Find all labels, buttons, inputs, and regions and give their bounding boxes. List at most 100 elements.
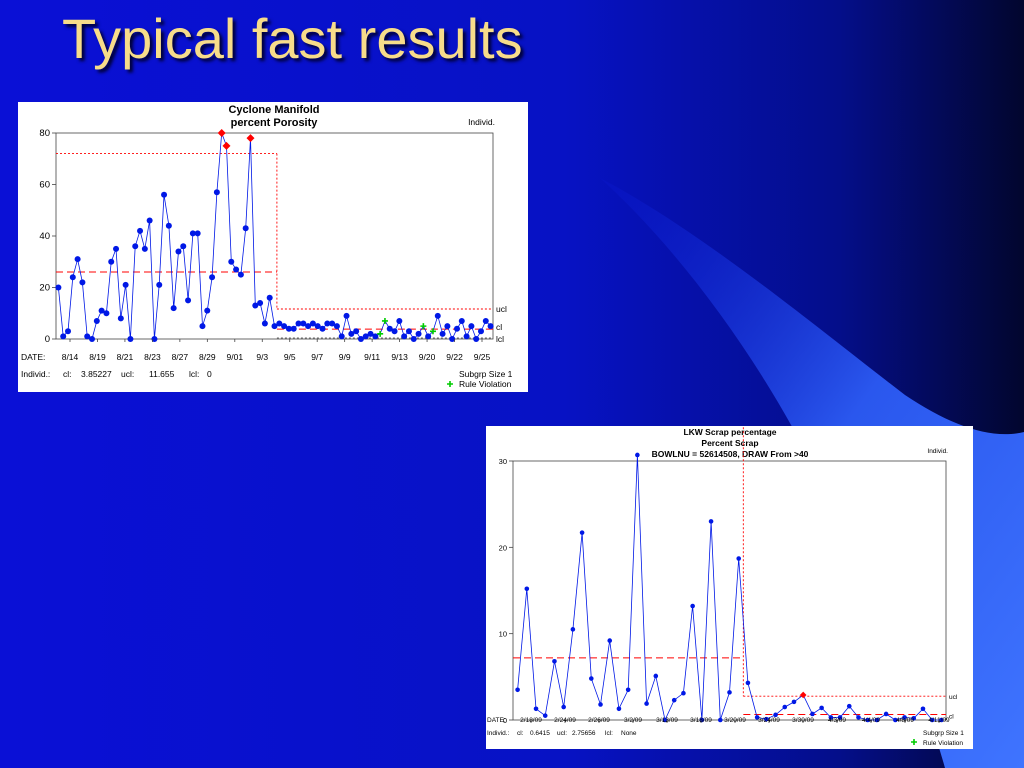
data-point: [487, 323, 494, 330]
x-tick-label: 9/22: [446, 352, 463, 362]
x-tick-label: 8/14: [62, 352, 79, 362]
data-point: [65, 328, 72, 335]
data-point: [542, 713, 548, 718]
data-point: [856, 715, 861, 720]
data-point: [194, 230, 201, 237]
data-point: [55, 284, 62, 291]
data-point: [425, 333, 432, 340]
data-point: [60, 333, 67, 340]
chart-subtitle: percent Porosity: [231, 117, 319, 129]
data-point: [773, 712, 778, 718]
data-point: [911, 715, 917, 721]
x-tick-label: 9/13: [391, 352, 408, 362]
data-point: [233, 266, 240, 273]
y-tick-label: 40: [39, 231, 50, 242]
data-point: [161, 191, 168, 198]
data-point: [410, 336, 417, 342]
scrap-control-chart: LKW Scrap percentage Percent Scrap BOWLNU …: [486, 426, 973, 749]
data-point: [103, 310, 110, 317]
data-point: [165, 222, 172, 229]
data-point: [386, 325, 393, 332]
data-point: [579, 530, 585, 535]
data-point: [846, 703, 852, 709]
rule-violation-label: Rule Violation: [459, 379, 512, 389]
footer-cl-value: 0.6415: [530, 730, 550, 737]
data-point: [338, 333, 345, 340]
data-point: [305, 323, 312, 330]
data-point: [252, 302, 259, 309]
data-point: [477, 328, 484, 335]
data-point: [598, 702, 603, 707]
data-point: [754, 715, 760, 720]
x-tick-label: 8/19: [89, 352, 106, 362]
footer-lcl-value: None: [621, 730, 637, 737]
y-tick-label: 60: [39, 180, 50, 191]
x-tick-label: 4/8/09: [896, 717, 914, 724]
cl-label: cl: [949, 713, 954, 720]
footer-ucl-value: 11.655: [149, 369, 175, 379]
x-tick-label: 3/13/09: [656, 717, 678, 724]
data-point: [266, 294, 273, 301]
porosity-control-chart: Cyclone Manifold percent Porosity Individ.…: [18, 102, 528, 392]
slide-title: Typical fast results: [62, 7, 523, 70]
series-line: [517, 454, 942, 722]
y-tick-label: 20: [499, 543, 507, 552]
rule-marker: [381, 317, 388, 324]
data-point: [74, 256, 81, 263]
data-point: [708, 519, 714, 524]
data-point: [745, 680, 751, 686]
data-point: [810, 711, 815, 717]
data-point: [319, 325, 326, 332]
data-point: [893, 717, 898, 723]
data-point: [324, 320, 331, 327]
data-point: [589, 676, 594, 681]
data-point: [185, 297, 192, 304]
data-point: [156, 281, 163, 288]
data-point: [132, 243, 139, 250]
chart-title: LKW Scrap percentage: [683, 427, 776, 437]
data-point: [189, 230, 196, 237]
data-point: [257, 299, 264, 306]
x-tick-label: 9/20: [419, 352, 436, 362]
data-point: [396, 317, 403, 324]
y-tick-label: 0: [45, 334, 50, 345]
x-tick-label: 3/2/09: [624, 717, 642, 724]
plot-frame: [55, 132, 494, 340]
data-point: [671, 697, 677, 703]
footer-lcl-label: lcl:: [605, 730, 613, 737]
footer-cl-value: 3.85227: [81, 369, 112, 379]
data-point: [453, 325, 460, 332]
x-tick-label: 8/27: [172, 352, 189, 362]
x-tick-label: 4/4/09: [862, 717, 880, 724]
data-point: [175, 248, 182, 255]
data-point: [228, 258, 235, 265]
x-tick-label: 2/18/09: [520, 717, 542, 724]
data-point: [117, 315, 124, 322]
rule-violation-legend-icon: [447, 381, 453, 387]
data-point: [515, 687, 520, 693]
data-point: [242, 225, 249, 232]
data-point: [828, 715, 834, 720]
data-point: [653, 673, 659, 679]
data-point: [362, 333, 369, 340]
x-tick-label: 3/24/09: [758, 717, 780, 724]
data-point: [348, 330, 355, 337]
data-point: [473, 336, 480, 342]
x-tick-label: 4/11/09: [928, 717, 950, 724]
data-point: [89, 336, 96, 342]
data-point: [616, 706, 622, 712]
data-point: [329, 320, 336, 327]
chart-subtitle: Percent Scrap: [701, 438, 758, 448]
data-point: [333, 323, 340, 330]
data-point: [314, 323, 321, 330]
data-point: [271, 323, 278, 330]
data-point: [463, 333, 470, 340]
data-point: [98, 307, 105, 314]
violation-point: [799, 691, 807, 699]
data-point: [929, 717, 935, 723]
data-point: [281, 323, 288, 330]
footer-ucl-label: ucl:: [121, 369, 134, 379]
data-point: [93, 317, 100, 324]
violation-point: [217, 129, 226, 137]
x-tick-label: 2/24/09: [554, 717, 576, 724]
